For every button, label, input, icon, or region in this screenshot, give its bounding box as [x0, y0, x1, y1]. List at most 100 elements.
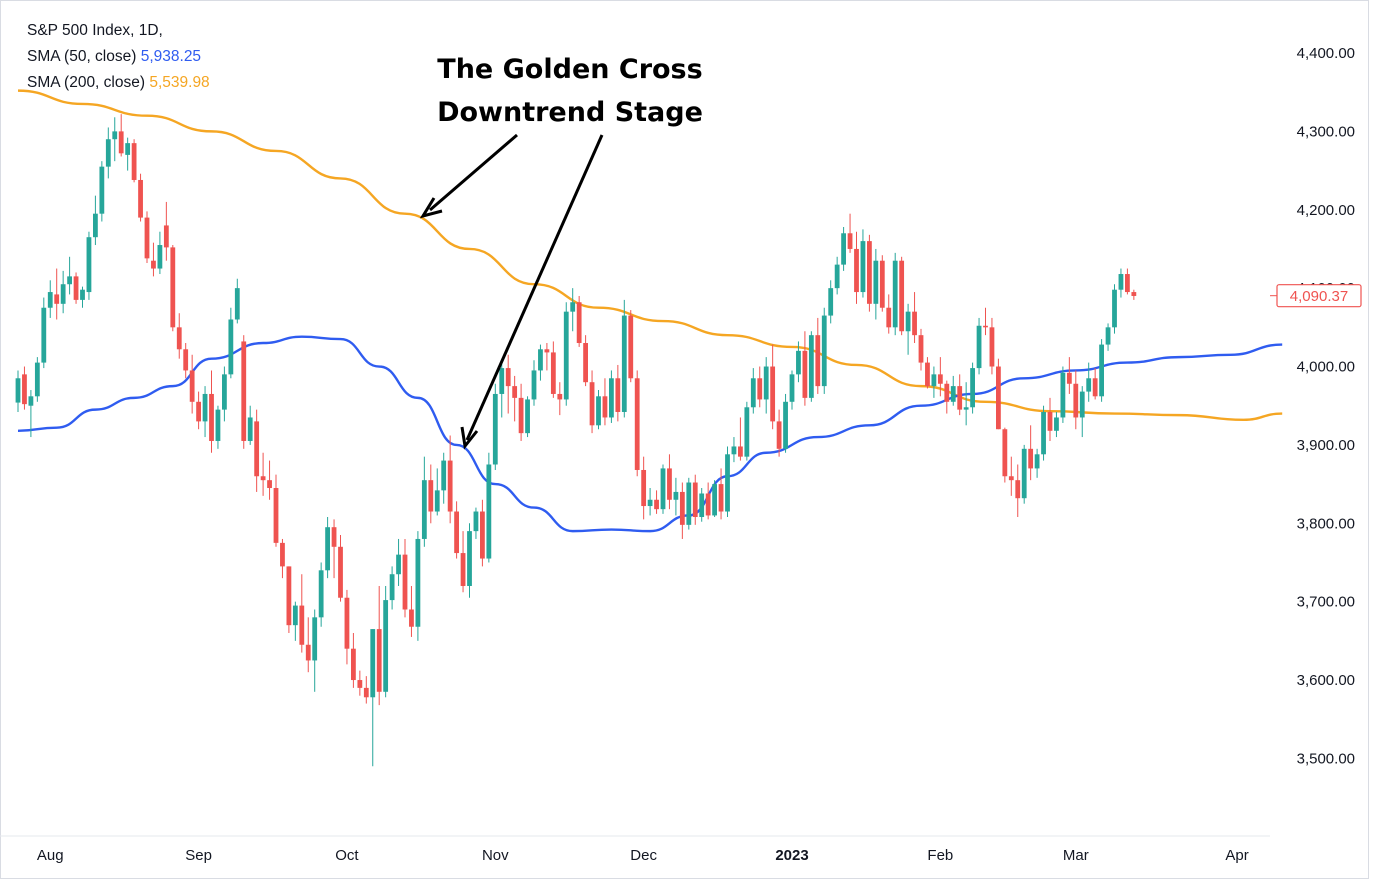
- candle: [1034, 448, 1040, 478]
- candle-body: [1028, 448, 1034, 469]
- candle-body: [312, 617, 318, 661]
- candle-body: [376, 629, 382, 692]
- candle-body: [518, 397, 524, 434]
- candle-body: [660, 468, 666, 510]
- candle: [989, 317, 995, 375]
- candle-body: [621, 315, 627, 412]
- candle: [402, 538, 408, 618]
- candle-body: [937, 374, 943, 384]
- candle: [925, 357, 930, 389]
- candle-body: [247, 417, 253, 441]
- candle-body: [1034, 454, 1040, 469]
- y-tick-label: 3,900.00: [1297, 437, 1355, 454]
- candle-body: [596, 396, 601, 426]
- candle-body: [234, 288, 240, 320]
- candle-body: [131, 143, 137, 180]
- candle-body: [550, 352, 556, 394]
- candle-body: [912, 311, 917, 336]
- candle-body: [428, 480, 434, 512]
- candle: [918, 328, 924, 371]
- legend-sma200: SMA (200, close) 5,539.98: [27, 70, 210, 96]
- candle-body: [783, 401, 788, 449]
- candle-body: [144, 217, 150, 259]
- candle-body: [325, 527, 330, 571]
- y-tick-label: 4,300.00: [1297, 123, 1355, 140]
- candle: [854, 231, 859, 304]
- candle-body: [628, 315, 634, 379]
- candle-body: [1015, 480, 1021, 499]
- candle-body: [47, 292, 53, 308]
- candle: [738, 417, 743, 461]
- candle-body: [802, 350, 808, 398]
- candle: [415, 531, 421, 641]
- candle: [280, 538, 285, 579]
- candle: [93, 195, 98, 246]
- candle: [886, 294, 892, 334]
- candle-body: [480, 511, 485, 559]
- candle-body: [963, 407, 969, 410]
- candle-body: [112, 131, 118, 140]
- candle: [105, 127, 111, 179]
- candle-body: [170, 247, 176, 328]
- candle: [215, 405, 221, 449]
- candle: [273, 474, 279, 547]
- sma50-line-layer: [17, 335, 1283, 533]
- candle: [338, 535, 343, 602]
- candle: [686, 477, 692, 530]
- candle: [1092, 368, 1098, 400]
- candle: [73, 272, 79, 304]
- candle: [60, 270, 66, 314]
- candle-body: [267, 480, 272, 489]
- y-tick-label: 3,700.00: [1297, 594, 1355, 611]
- chart-legend: S&P 500 Index, 1D, SMA (50, close) 5,938…: [27, 18, 210, 96]
- candle: [628, 310, 634, 383]
- candle-body: [1131, 292, 1137, 296]
- candle-body: [544, 349, 550, 353]
- candle-body: [41, 307, 47, 363]
- candle: [80, 286, 85, 308]
- candle: [602, 378, 608, 426]
- candle-body: [667, 468, 672, 500]
- candle: [151, 242, 156, 277]
- candle: [421, 456, 427, 547]
- candle: [518, 383, 524, 441]
- candle-body: [892, 260, 898, 328]
- candle: [202, 386, 208, 438]
- candle: [718, 468, 724, 520]
- candle: [99, 161, 105, 222]
- candle-body: [421, 480, 427, 539]
- candle-body: [454, 511, 459, 554]
- candle: [944, 380, 950, 414]
- candle: [1060, 366, 1066, 423]
- candle-body: [402, 554, 408, 610]
- candle-body: [299, 605, 305, 645]
- sma50-line: [17, 335, 1283, 533]
- candle: [247, 405, 253, 445]
- candle: [905, 303, 911, 355]
- candle: [260, 452, 266, 496]
- candle: [1105, 323, 1111, 351]
- candle: [1131, 289, 1137, 300]
- candle-body: [157, 245, 163, 269]
- candle-body: [28, 396, 34, 406]
- candle-body: [447, 460, 453, 512]
- candle: [234, 278, 240, 324]
- legend-sma200-value: 5,539.98: [149, 74, 210, 91]
- candle-body: [1066, 372, 1072, 384]
- candle-body: [396, 554, 401, 575]
- candle: [454, 501, 459, 559]
- candle: [589, 370, 595, 434]
- candle: [499, 358, 505, 418]
- candle-body: [86, 237, 92, 293]
- candle-body: [486, 464, 492, 559]
- candle-body: [1041, 411, 1046, 455]
- candle: [1015, 464, 1021, 518]
- candle: [557, 382, 563, 416]
- legend-sma50-label: SMA (50, close): [27, 48, 137, 65]
- candle: [783, 393, 788, 453]
- candle-body: [344, 597, 350, 649]
- candle-body: [570, 302, 576, 312]
- candle: [757, 366, 763, 408]
- candle: [583, 335, 588, 387]
